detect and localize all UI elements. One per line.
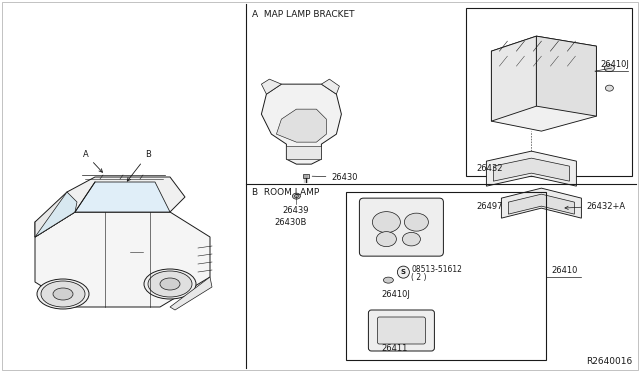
Ellipse shape bbox=[53, 288, 73, 300]
Text: 26411: 26411 bbox=[381, 344, 408, 353]
Text: S: S bbox=[401, 269, 406, 275]
Polygon shape bbox=[321, 79, 339, 94]
Polygon shape bbox=[35, 212, 210, 307]
Ellipse shape bbox=[292, 193, 300, 199]
Text: 26410: 26410 bbox=[552, 266, 578, 275]
FancyBboxPatch shape bbox=[360, 198, 444, 256]
Ellipse shape bbox=[37, 279, 89, 309]
Polygon shape bbox=[261, 79, 282, 94]
Text: 26497: 26497 bbox=[476, 202, 503, 211]
Text: 26410J: 26410J bbox=[600, 60, 629, 69]
Ellipse shape bbox=[605, 85, 613, 91]
Bar bbox=[346, 192, 547, 360]
Bar bbox=[467, 8, 632, 176]
Text: R2640016: R2640016 bbox=[586, 357, 632, 366]
Ellipse shape bbox=[41, 281, 85, 307]
Text: 08513-51612: 08513-51612 bbox=[412, 264, 462, 274]
Polygon shape bbox=[67, 177, 185, 212]
Text: 26432+A: 26432+A bbox=[565, 202, 625, 211]
Polygon shape bbox=[75, 182, 170, 212]
Ellipse shape bbox=[372, 212, 401, 232]
Polygon shape bbox=[276, 109, 326, 142]
FancyBboxPatch shape bbox=[378, 317, 426, 344]
Text: 26439: 26439 bbox=[282, 206, 309, 215]
Polygon shape bbox=[170, 277, 212, 310]
Ellipse shape bbox=[148, 271, 192, 297]
Ellipse shape bbox=[383, 277, 394, 283]
Polygon shape bbox=[536, 36, 596, 116]
Text: ( 2 ): ( 2 ) bbox=[412, 273, 427, 282]
Polygon shape bbox=[303, 174, 309, 178]
FancyBboxPatch shape bbox=[369, 310, 435, 351]
Text: A  MAP LAMP BRACKET: A MAP LAMP BRACKET bbox=[252, 10, 355, 19]
Text: 26432: 26432 bbox=[476, 164, 503, 173]
Polygon shape bbox=[286, 146, 321, 159]
Text: 26430: 26430 bbox=[312, 173, 358, 182]
Polygon shape bbox=[486, 151, 577, 186]
Polygon shape bbox=[508, 194, 574, 214]
Polygon shape bbox=[35, 192, 77, 237]
Ellipse shape bbox=[604, 65, 614, 72]
Polygon shape bbox=[501, 188, 581, 218]
Ellipse shape bbox=[404, 213, 428, 231]
Polygon shape bbox=[35, 192, 75, 237]
Polygon shape bbox=[35, 197, 75, 237]
Ellipse shape bbox=[144, 269, 196, 299]
Ellipse shape bbox=[403, 232, 420, 246]
Text: B: B bbox=[127, 150, 151, 181]
Ellipse shape bbox=[160, 278, 180, 290]
Text: A: A bbox=[83, 150, 102, 172]
Polygon shape bbox=[492, 36, 596, 131]
Text: 26430B: 26430B bbox=[275, 218, 307, 227]
Text: 26410J: 26410J bbox=[381, 290, 410, 299]
Circle shape bbox=[397, 266, 410, 278]
Ellipse shape bbox=[376, 232, 396, 247]
Polygon shape bbox=[492, 36, 536, 121]
Text: B  ROOM LAMP: B ROOM LAMP bbox=[252, 188, 319, 197]
Ellipse shape bbox=[294, 195, 298, 198]
Polygon shape bbox=[261, 84, 341, 164]
Polygon shape bbox=[493, 158, 570, 181]
